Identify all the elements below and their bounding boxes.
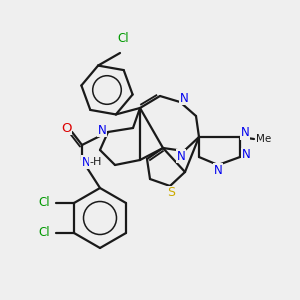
Text: Cl: Cl: [117, 32, 129, 44]
Text: Cl: Cl: [38, 226, 50, 239]
Text: -H: -H: [90, 157, 102, 167]
Text: O: O: [61, 122, 71, 134]
Text: Cl: Cl: [38, 196, 50, 209]
Text: N: N: [242, 148, 250, 161]
Text: N: N: [177, 149, 185, 163]
Text: N: N: [98, 124, 106, 136]
Text: N: N: [180, 92, 188, 104]
Text: S: S: [167, 187, 175, 200]
Text: Me: Me: [256, 134, 272, 144]
Text: N: N: [214, 164, 222, 176]
Text: N: N: [82, 155, 90, 169]
Text: N: N: [241, 127, 249, 140]
